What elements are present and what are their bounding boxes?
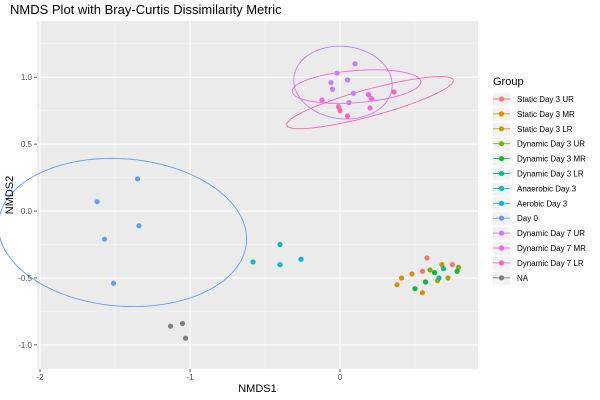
point-dynamic-day-3-mr [431,270,438,276]
legend-dot-dynamic-day-7-ur [498,230,505,236]
legend-dot-anaerobic-day-3 [498,185,505,191]
legend-label-dynamic-day-3-mr: Dynamic Day 3 MR [517,155,586,164]
point-anaerobic-day-3 [277,241,283,248]
point-na [167,323,174,329]
legend-label-dynamic-day-7-lr: Dynamic Day 7 LR [517,259,584,268]
point-static-day-3-mr [419,290,426,296]
point-static-day-3-mr [394,282,400,288]
legend-label-dynamic-day-7-mr: Dynamic Day 7 MR [517,244,586,253]
plot-panel [37,21,478,369]
point-day-0 [110,280,117,286]
point-anaerobic-day-3 [277,262,283,268]
legend-label-aerobic-day-3: Aerobic Day 3 [517,199,568,208]
point-dynamic-day-7-ur [334,70,340,76]
legend-dot-static-day-3-mr [498,111,505,117]
legend-label-dynamic-day-3-ur: Dynamic Day 3 UR [517,140,585,149]
legend-label-dynamic-day-3-lr: Dynamic Day 3 LR [517,170,584,179]
x-tick-label: 0 [338,373,343,382]
ellipse-dynamic-day-7-mr [291,69,422,104]
legend: Group Static Day 3 UR Static Day 3 MR Stat… [493,76,586,285]
point-dynamic-day-7-mr [365,92,372,98]
point-dynamic-day-7-ur [328,79,334,86]
point-static-day-3-ur [419,268,426,274]
ellipse-day-0 [0,157,248,308]
point-dynamic-day-7-ur [350,90,357,96]
point-na [182,335,189,341]
point-dynamic-day-3-mr [422,279,429,285]
point-dynamic-day-3-ur [455,264,462,270]
point-day-0 [134,176,141,182]
point-dynamic-day-3-lr [436,275,442,281]
point-static-day-3-mr [398,275,405,281]
legend-label-day-0: Day 0 [517,214,538,223]
data-points [94,61,462,341]
point-dynamic-day-7-mr [367,105,373,111]
point-dynamic-day-3-ur [427,267,433,273]
point-dynamic-day-7-mr [319,97,325,103]
y-tick-label: 0.5 [21,140,33,149]
legend-dot-aerobic-day-3 [498,200,505,206]
point-static-day-3-lr [445,275,451,281]
point-dynamic-day-3-mr [412,286,418,292]
ellipse-dynamic-day-7-lr [286,76,454,130]
legend-label-anaerobic-day-3: Anaerobic Day 3 [517,184,577,193]
legend-dot-dynamic-day-3-lr [498,170,505,177]
point-day-0 [94,199,100,205]
point-static-day-3-ur [424,255,430,261]
point-dynamic-day-3-mr [454,268,460,274]
point-day-0 [101,236,108,242]
legend-dot-dynamic-day-3-ur [498,141,505,147]
point-na [179,320,186,327]
y-tick-label: 0.0 [21,207,33,216]
point-dynamic-day-7-lr [344,113,351,119]
point-dynamic-day-7-ur [352,61,358,67]
ellipse-dynamic-day-7-ur [293,45,393,120]
point-dynamic-day-7-mr [368,96,375,102]
x-axis-label: NMDS1 [238,383,277,395]
y-axis-label: NMDS2 [4,176,16,215]
point-anaerobic-day-3 [250,259,256,265]
point-day-0 [136,223,142,229]
legend-dot-day-0 [498,215,505,221]
x-tick-label: -2 [36,373,44,382]
y-tick-label: 1.0 [21,73,33,82]
point-dynamic-day-7-lr [335,104,342,110]
point-dynamic-day-7-ur [329,86,336,92]
point-static-day-3-ur [449,262,456,268]
legend-dot-static-day-3-lr [498,126,505,132]
confidence-ellipses [0,45,454,308]
point-static-day-3-mr [409,271,415,277]
point-dynamic-day-7-ur [344,77,351,83]
y-tick-label: -0.5 [18,274,32,283]
chart-title: NMDS Plot with Bray-Curtis Dissimilarity… [10,2,282,17]
legend-title: Group [493,76,524,88]
legend-label-na: NA [517,274,529,283]
axis-ticks: -2 -1 0 1.0 0.5 0.0 -0.5 -1.0 [18,73,343,382]
legend-dot-dynamic-day-7-mr [498,245,505,251]
y-tick-label: -1.0 [18,341,32,350]
legend-label-dynamic-day-7-ur: Dynamic Day 7 UR [517,229,585,238]
point-dynamic-day-7-lr [391,89,397,95]
point-dynamic-day-7-ur [346,100,352,106]
point-dynamic-day-3-lr [440,266,447,272]
legend-label-static-day-3-lr: Static Day 3 LR [517,125,573,134]
legend-dot-dynamic-day-3-mr [498,156,505,162]
point-aerobic-day-3 [298,256,304,262]
legend-label-static-day-3-ur: Static Day 3 UR [517,95,574,104]
point-dynamic-day-7-lr [337,108,343,114]
legend-dot-na [498,275,505,281]
point-static-day-3-lr [439,262,445,268]
legend-dot-dynamic-day-7-lr [498,260,505,266]
grid-lines [37,21,478,369]
legend-dot-static-day-3-ur [498,96,505,102]
legend-label-static-day-3-mr: Static Day 3 MR [517,110,575,119]
x-tick-label: -1 [186,373,194,382]
